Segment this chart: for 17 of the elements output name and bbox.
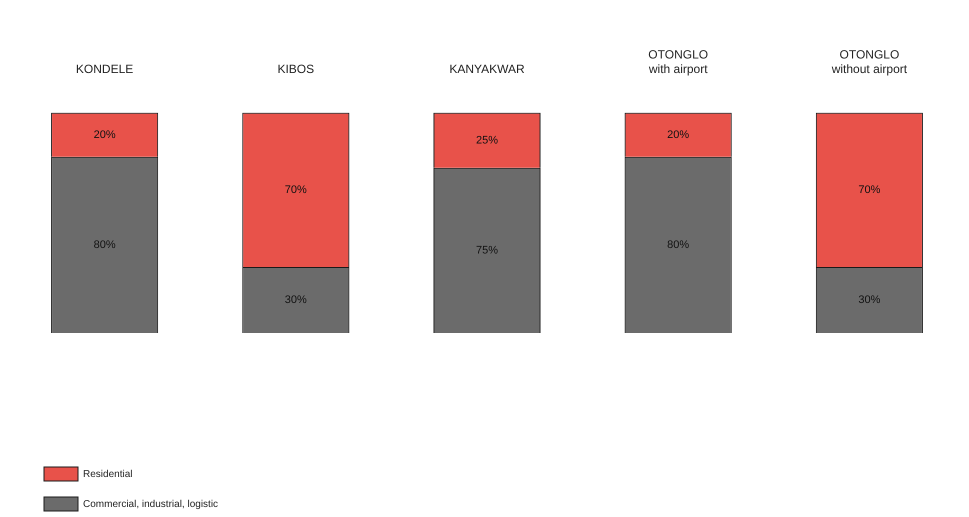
x-tick-label: KANYAKWAR: [449, 62, 525, 76]
data-label: 80%: [94, 238, 116, 251]
x-tick-label: KONDELE: [76, 62, 134, 76]
data-label: 70%: [858, 184, 881, 196]
data-label: 30%: [284, 294, 308, 306]
x-tick-label: KIBOS: [277, 62, 314, 76]
data-label: 25%: [476, 134, 498, 146]
data-label: 70%: [284, 184, 308, 196]
data-label: 75%: [476, 244, 498, 256]
data-label: 20%: [94, 128, 116, 141]
x-tick-label: OTONGLO with airport: [648, 48, 708, 76]
x-tick-label: OTONGLO without airport: [830, 48, 908, 76]
data-label: 30%: [858, 294, 881, 306]
data-label: 20%: [667, 128, 690, 141]
data-label: 80%: [667, 238, 690, 251]
legend-label: Commercial, industrial, logistic: [83, 498, 218, 510]
legend-label: Residential: [83, 468, 132, 480]
